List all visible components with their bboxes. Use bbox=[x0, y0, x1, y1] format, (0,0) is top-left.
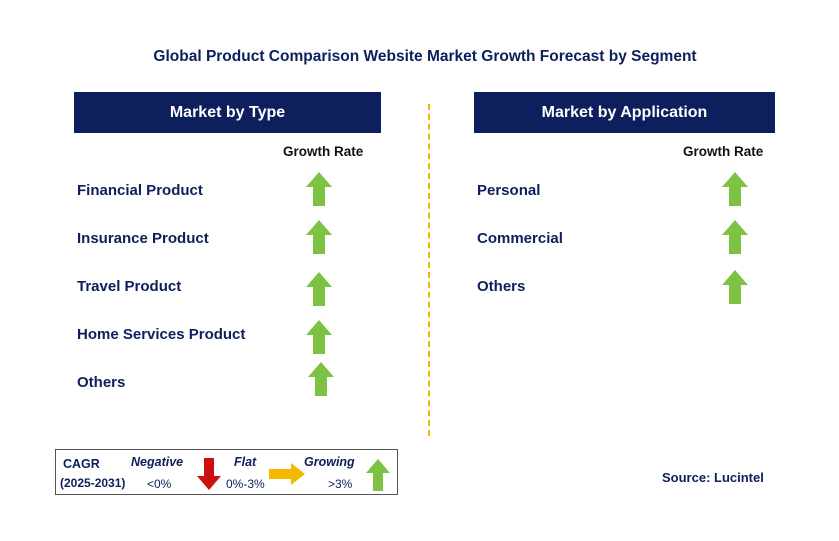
type-row-label: Insurance Product bbox=[77, 230, 209, 247]
legend-growing-label: Growing bbox=[304, 455, 355, 469]
legend-period: (2025-2031) bbox=[60, 476, 126, 490]
type-growth-rate-header: Growth Rate bbox=[283, 144, 364, 159]
green-up-arrow-icon bbox=[306, 272, 332, 306]
legend-growing-range: >3% bbox=[328, 477, 353, 491]
green-up-arrow-icon bbox=[306, 220, 332, 254]
green-up-arrow-icon bbox=[306, 320, 332, 354]
source-label: Source: Lucintel bbox=[662, 470, 764, 485]
legend-flat-range: 0%-3% bbox=[226, 477, 265, 491]
market-by-application-header: Market by Application bbox=[474, 92, 775, 133]
type-row-label: Financial Product bbox=[77, 182, 203, 199]
green-up-arrow-icon bbox=[366, 459, 390, 491]
orange-right-arrow-icon bbox=[269, 463, 305, 485]
type-row-label: Home Services Product bbox=[77, 326, 246, 343]
green-up-arrow-icon bbox=[722, 172, 748, 206]
legend-negative-label: Negative bbox=[131, 455, 184, 469]
application-row-label: Personal bbox=[477, 182, 541, 199]
cagr-legend: CAGR (2025-2031) Negative <0% Flat 0%-3%… bbox=[55, 449, 398, 495]
chart-title: Global Product Comparison Website Market… bbox=[153, 48, 697, 65]
application-row-label: Commercial bbox=[477, 230, 563, 247]
legend-cagr-label: CAGR bbox=[63, 457, 100, 471]
legend-flat-label: Flat bbox=[234, 455, 257, 469]
green-up-arrow-icon bbox=[308, 362, 334, 396]
legend-negative-range: <0% bbox=[147, 477, 172, 491]
green-up-arrow-icon bbox=[306, 172, 332, 206]
application-row-label: Others bbox=[477, 278, 526, 295]
panel-divider bbox=[428, 104, 430, 436]
green-up-arrow-icon bbox=[722, 270, 748, 304]
red-down-arrow-icon bbox=[197, 458, 221, 490]
green-up-arrow-icon bbox=[722, 220, 748, 254]
type-row-label: Others bbox=[77, 374, 126, 391]
market-by-type-header: Market by Type bbox=[74, 92, 381, 133]
type-row-label: Travel Product bbox=[77, 278, 182, 295]
application-growth-rate-header: Growth Rate bbox=[683, 144, 764, 159]
